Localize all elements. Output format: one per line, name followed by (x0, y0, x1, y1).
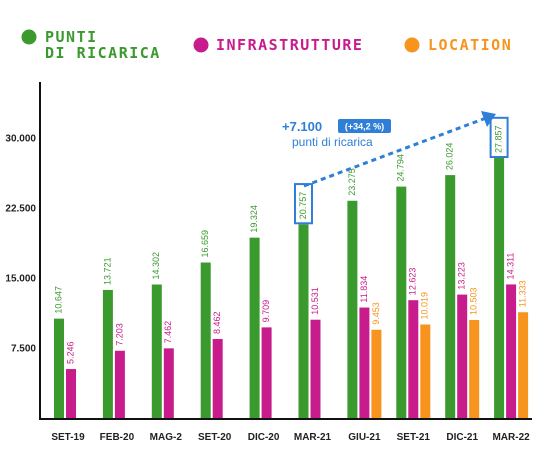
y-tick-labels: 7.500 15.000 22.500 30.000 (5, 134, 36, 355)
bar-punti-di-ricarica (494, 158, 505, 418)
bar-punti-di-ricarica (249, 237, 260, 418)
data-label: 16.659 (200, 230, 210, 258)
data-label: 9.453 (371, 302, 381, 325)
data-label: 27.857 (493, 125, 503, 153)
data-label: 7.203 (114, 323, 124, 346)
bar-infrastrutture (212, 339, 223, 418)
bar-punti-di-ricarica (54, 318, 64, 418)
bar-infrastrutture (457, 294, 468, 418)
bar-infrastrutture (359, 307, 370, 418)
data-label: 11.333 (517, 280, 527, 307)
bar-infrastrutture (506, 284, 517, 418)
bar-punti-di-ricarica (200, 262, 211, 418)
bar-infrastrutture (408, 300, 419, 418)
data-label: 20.757 (298, 192, 308, 220)
legend-marker-infrastrutture (193, 37, 209, 53)
x-tick-label: SET-19 (51, 432, 85, 443)
legend-label-punti-1: PUNTI (45, 28, 98, 46)
bar-infrastrutture (310, 319, 321, 418)
y-tick-label: 22.500 (5, 204, 36, 215)
growth-badge (338, 119, 391, 133)
data-label: 10.531 (310, 287, 320, 315)
data-label: 26.024 (445, 143, 455, 171)
data-label: 5.246 (65, 342, 75, 365)
data-label: 10.503 (469, 287, 479, 315)
growth-arrow-head (481, 111, 496, 127)
bar-punti-di-ricarica (347, 200, 358, 418)
x-tick-label: DIC-20 (248, 432, 280, 443)
data-label: 19.324 (249, 205, 259, 233)
x-tick-label: GIU-21 (348, 432, 381, 443)
bar-punti-di-ricarica (102, 289, 113, 418)
highlight-box (489, 116, 509, 159)
x-tick-labels: SET-19 FEB-20 MAG-2 SET-20 DIC-20 MAR-21 GIU-2… (51, 432, 530, 443)
legend-marker-punti (21, 29, 37, 45)
x-tick-label: SET-20 (198, 432, 232, 443)
growth-caption: punti di ricarica (292, 135, 373, 149)
data-label: 12.623 (408, 268, 418, 296)
legend: PUNTI DI RICARICA INFRASTRUTTURE LOCATIO… (21, 28, 512, 62)
x-tick-label: MAR-22 (492, 432, 530, 443)
bar-punti-di-ricarica (396, 186, 407, 418)
growth-percent: (+34,2 %) (345, 122, 384, 132)
legend-label-punti-2: DI RICARICA (45, 44, 161, 62)
y-tick-label: 7.500 (11, 344, 36, 355)
x-tick-label: FEB-20 (100, 432, 135, 443)
data-label: 13.223 (457, 262, 467, 290)
x-tick-label: MAG-2 (150, 432, 183, 443)
bar-infrastrutture (163, 348, 174, 418)
data-label: 14.302 (151, 252, 161, 280)
bar-location (518, 312, 529, 418)
data-label: 13.721 (102, 257, 112, 285)
data-label: 10.019 (420, 292, 430, 320)
x-tick-label: DIC-21 (446, 432, 478, 443)
legend-label-location: LOCATION (428, 36, 512, 54)
bars: 10.647 5.246 13.721 7.203 14.302 7.462 16.659 8… (53, 116, 529, 418)
bar-infrastrutture (114, 350, 125, 418)
growth-value: +7.100 (282, 119, 322, 134)
data-label: 11.834 (359, 276, 369, 303)
bar-infrastrutture (66, 369, 76, 418)
bar-punti-di-ricarica (151, 284, 162, 418)
legend-label-infrastrutture: INFRASTRUTTURE (216, 36, 363, 54)
bar-punti-di-ricarica (445, 175, 456, 418)
x-tick-label: SET-21 (397, 432, 431, 443)
data-label: 23.275 (347, 168, 357, 196)
data-label: 8.462 (212, 311, 222, 334)
data-label: 14.311 (505, 253, 515, 280)
y-tick-label: 30.000 (5, 134, 36, 145)
bar-location (371, 329, 382, 418)
data-label: 10.647 (53, 286, 63, 314)
y-tick-label: 15.000 (5, 274, 36, 285)
bar-location (420, 324, 431, 418)
legend-marker-location (404, 37, 420, 53)
data-label: 7.462 (163, 321, 173, 344)
highlight-box (294, 183, 313, 225)
data-label: 24.794 (396, 154, 406, 182)
bar-punti-di-ricarica (298, 224, 309, 418)
growth-annotation: +7.100 (+34,2 %) punti di ricarica (282, 111, 496, 188)
bar-location (469, 319, 480, 418)
bar-infrastrutture (261, 327, 272, 418)
data-label: 9.709 (261, 300, 271, 323)
x-tick-label: MAR-21 (294, 432, 332, 443)
